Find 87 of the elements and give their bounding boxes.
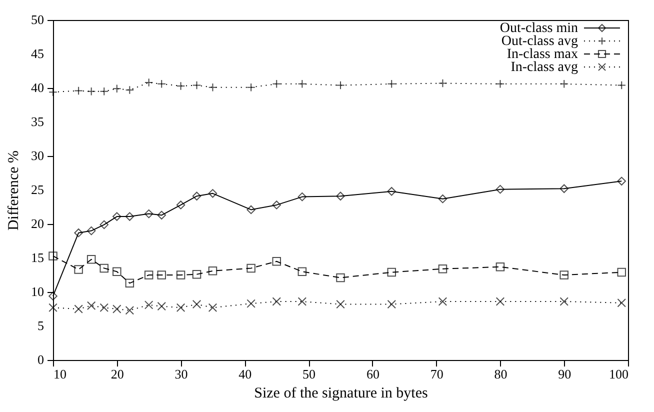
point [48,292,58,300]
point [144,209,154,218]
point [438,194,448,204]
x-tick-label: 70 [430,366,444,382]
y-tick-label: 25 [31,182,44,197]
point [74,228,83,238]
point [298,267,307,276]
point [208,189,218,198]
point [86,301,96,310]
point [157,210,166,220]
point [86,226,96,236]
point [496,297,505,306]
point [438,297,448,306]
x-tick-label: 40 [238,366,252,382]
point [48,303,58,312]
point [272,257,281,266]
point [246,205,256,214]
point [438,264,448,274]
y-tick-label: 45 [31,46,44,61]
point [496,184,505,194]
y-tick-label: 20 [31,216,44,231]
point [208,266,218,276]
x-axis-title: Size of the signature in bytes [254,386,428,402]
x-tick-label: 80 [494,366,508,382]
point [192,192,202,200]
point [125,212,134,221]
point [144,270,154,280]
point [100,220,108,230]
legend-label: Out-class avg [501,34,578,49]
point [617,298,626,308]
y-tick-label: 30 [31,148,44,163]
point [157,302,166,311]
x-tick-label: 20 [110,366,124,382]
point [100,303,108,312]
x-tick-label: 30 [174,366,188,382]
point [387,300,396,309]
point [48,252,58,260]
point [560,270,568,280]
y-tick-label: 50 [31,12,44,27]
y-axis-title: Difference % [6,150,22,231]
point [176,303,186,312]
x-tick-label: 100 [609,366,628,382]
point [387,268,396,277]
y-tick-label: 10 [31,284,44,299]
point [192,300,202,309]
legend-label: In-class avg [510,60,578,75]
point [208,303,218,312]
point [144,300,154,310]
point [336,273,345,282]
point [125,306,134,315]
point [74,265,83,274]
point [617,176,626,186]
point [100,264,108,273]
point [246,264,256,273]
point [298,297,307,306]
point [617,268,626,277]
x-tick-label: 90 [558,366,572,382]
x-tick-label: 10 [54,366,66,382]
point [74,304,83,314]
point [496,262,505,272]
y-tick-label: 0 [38,352,44,367]
point [86,254,96,264]
point [272,297,281,306]
legend-label: In-class max [506,47,578,62]
y-tick-label: 40 [31,80,44,95]
point [176,270,186,280]
point [272,200,281,210]
legend-label: Out-class min [500,21,578,36]
point [560,297,568,306]
point [560,184,568,194]
point [298,192,307,202]
point [112,267,122,276]
y-tick-label: 35 [31,114,44,129]
y-tick-label: 5 [38,318,44,333]
point [125,278,134,288]
point [157,270,166,280]
x-tick-label: 50 [302,366,316,382]
point [112,304,122,314]
point [246,299,256,308]
y-tick-label: 15 [31,250,44,265]
point [112,212,122,221]
point [176,200,186,210]
point [387,186,396,196]
x-tick-label: 60 [366,366,380,382]
point [336,192,345,200]
point [336,300,345,309]
point [192,270,202,279]
